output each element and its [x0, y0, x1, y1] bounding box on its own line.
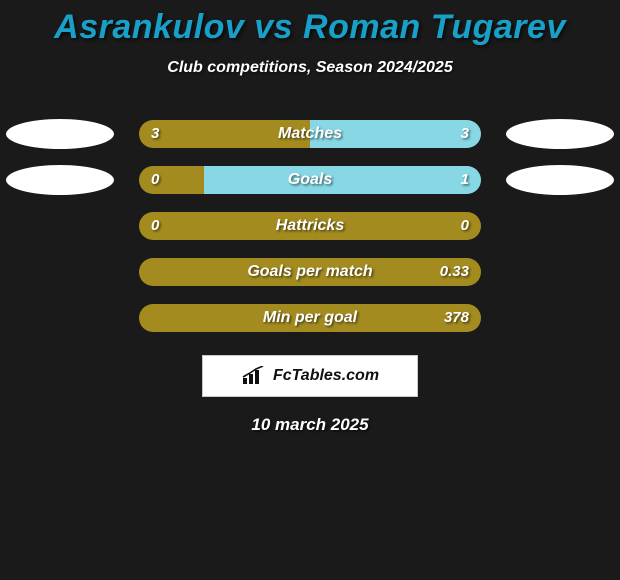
player-left-badge — [6, 119, 114, 149]
stat-bar-right-segment — [204, 166, 481, 194]
stat-bar-left-segment — [139, 258, 481, 286]
stat-row: Matches33 — [0, 111, 620, 157]
player-right-badge — [506, 165, 614, 195]
player-right-badge — [506, 119, 614, 149]
stat-bar-right-segment — [310, 120, 481, 148]
stat-row: Goals per match0.33 — [0, 249, 620, 295]
stat-value-left: 3 — [151, 120, 159, 148]
date-label: 10 march 2025 — [0, 415, 620, 435]
bar-chart-icon — [241, 366, 267, 386]
stat-bar — [139, 120, 481, 148]
stat-value-left: 0 — [151, 166, 159, 194]
watermark-text: FcTables.com — [273, 367, 379, 385]
stat-value-right: 3 — [461, 120, 469, 148]
player-left-badge — [6, 165, 114, 195]
stat-row: Hattricks00 — [0, 203, 620, 249]
stat-value-right: 378 — [444, 304, 469, 332]
stats-rows: Matches33Goals01Hattricks00Goals per mat… — [0, 111, 620, 341]
stat-row: Min per goal378 — [0, 295, 620, 341]
stat-value-right: 0 — [461, 212, 469, 240]
stat-bar — [139, 166, 481, 194]
stat-bar-left-segment — [139, 166, 204, 194]
stat-bar-left-segment — [139, 212, 481, 240]
stat-value-right: 1 — [461, 166, 469, 194]
stat-bar-left-segment — [139, 304, 481, 332]
comparison-infographic: Asrankulov vs Roman Tugarev Club competi… — [0, 0, 620, 435]
page-title: Asrankulov vs Roman Tugarev — [0, 8, 620, 47]
stat-bar — [139, 212, 481, 240]
subtitle: Club competitions, Season 2024/2025 — [0, 59, 620, 77]
stat-value-left: 0 — [151, 212, 159, 240]
stat-row: Goals01 — [0, 157, 620, 203]
stat-value-right: 0.33 — [440, 258, 469, 286]
stat-bar — [139, 258, 481, 286]
stat-bar-left-segment — [139, 120, 310, 148]
stat-bar — [139, 304, 481, 332]
watermark[interactable]: FcTables.com — [202, 355, 418, 397]
